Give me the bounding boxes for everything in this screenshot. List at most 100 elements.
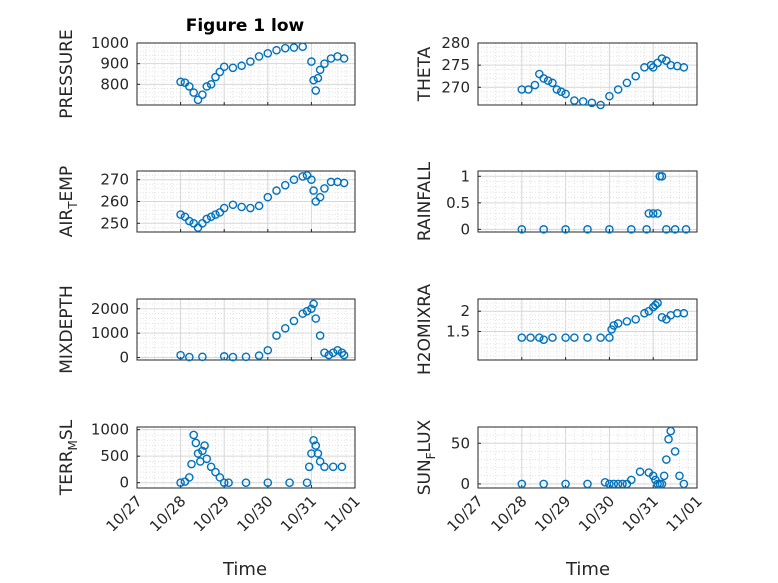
data-point	[670, 447, 680, 456]
data-point	[198, 218, 207, 228]
data-point	[311, 86, 321, 95]
data-point	[228, 200, 238, 210]
data-point	[176, 77, 185, 87]
data-point	[280, 43, 290, 53]
data-point	[198, 90, 207, 99]
y-tick-label: 275	[441, 56, 470, 74]
data-point	[189, 430, 198, 440]
data-point	[587, 98, 597, 108]
data-point	[206, 80, 216, 89]
data-point	[675, 471, 684, 481]
y-tick-label: 1000	[91, 324, 129, 342]
data-point	[339, 178, 349, 188]
data-point	[302, 171, 312, 180]
data-point	[339, 54, 349, 63]
data-point	[583, 479, 592, 489]
y-tick-label: 280	[441, 34, 470, 52]
x-tick-label: 10/31	[619, 492, 662, 535]
x-tick-label: 10/28	[146, 492, 189, 535]
data-point	[211, 210, 220, 219]
data-point	[596, 100, 605, 110]
data-point	[320, 348, 329, 357]
data-point	[320, 184, 329, 193]
figure-title: Figure 1 low	[186, 16, 305, 36]
data-point	[254, 201, 264, 211]
data-point	[328, 348, 338, 357]
data-point	[662, 455, 671, 464]
plot-area	[478, 171, 697, 232]
data-point	[627, 225, 636, 234]
y-tick-label: 1.5	[446, 323, 470, 341]
data-point	[280, 180, 290, 190]
y-axis-label: THETA	[415, 46, 435, 102]
data-point	[328, 462, 338, 472]
data-point	[320, 462, 329, 472]
data-point	[337, 462, 347, 472]
data-point	[570, 333, 579, 342]
data-point	[219, 478, 229, 487]
data-point	[664, 434, 673, 444]
data-point	[535, 333, 544, 342]
data-point	[241, 478, 251, 487]
y-tick-label: 2000	[91, 300, 129, 318]
data-point	[315, 65, 325, 75]
data-point	[681, 225, 691, 234]
data-point	[583, 225, 592, 234]
x-tick-label: 10/27	[444, 492, 487, 535]
grid	[477, 298, 698, 361]
data-point	[246, 57, 255, 66]
data-point	[211, 467, 220, 477]
data-point	[198, 446, 207, 456]
panel-mixdepth: 0 1000 2000 MIXDEPTH	[57, 285, 356, 374]
data-point	[561, 225, 570, 234]
x-tick-label: 10/28	[487, 492, 530, 535]
x-tick-label: 10/29	[190, 492, 233, 535]
data-point	[679, 479, 689, 489]
data-series	[176, 42, 349, 105]
data-point	[622, 78, 632, 88]
data-point	[324, 350, 334, 360]
y-tick-label: 0	[460, 220, 470, 238]
x-axis-label-left: Time	[222, 559, 267, 580]
y-tick-label: 270	[441, 78, 470, 96]
data-series	[176, 430, 347, 487]
data-point	[280, 323, 290, 333]
data-point	[307, 57, 316, 66]
data-point	[185, 473, 194, 482]
data-point	[622, 317, 632, 326]
data-point	[263, 478, 273, 487]
data-point	[289, 175, 299, 185]
data-point	[246, 203, 255, 213]
data-point	[263, 192, 273, 202]
y-tick-label: 0	[460, 475, 470, 493]
data-point	[596, 333, 605, 342]
data-point	[670, 225, 680, 234]
data-series	[517, 298, 689, 344]
plot-area	[478, 299, 697, 360]
data-point	[543, 76, 553, 85]
data-series	[176, 171, 349, 232]
data-point	[561, 333, 570, 342]
data-point	[309, 435, 318, 445]
data-point	[215, 67, 225, 77]
x-tick-label: 11/01	[663, 492, 706, 535]
data-point	[561, 89, 570, 99]
data-point	[662, 225, 671, 234]
data-point	[662, 56, 671, 66]
data-point	[202, 82, 212, 91]
data-point	[600, 478, 610, 487]
data-point	[254, 52, 264, 61]
data-point	[609, 479, 619, 489]
data-point	[289, 43, 299, 52]
data-point	[517, 333, 527, 342]
data-point	[657, 479, 667, 489]
y-tick-label: 800	[100, 75, 129, 93]
data-point	[648, 63, 658, 72]
data-point	[648, 209, 658, 218]
data-point	[679, 308, 689, 318]
data-point	[224, 478, 233, 487]
y-tick-label: 1000	[91, 34, 129, 52]
data-point	[228, 352, 238, 362]
data-series	[517, 172, 691, 234]
panel-theta: 270 275 280 THETA	[415, 34, 698, 110]
